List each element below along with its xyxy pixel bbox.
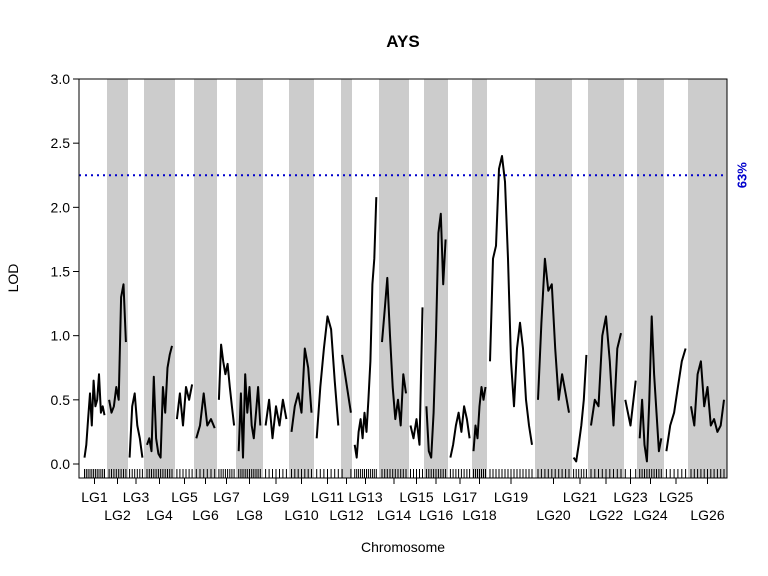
- x-tick-label-lg14: LG14: [377, 507, 411, 523]
- lod-curve-lg20: [537, 257, 570, 413]
- x-tick-label-lg7: LG7: [213, 489, 240, 505]
- lod-curve-lg4: [146, 345, 173, 459]
- lod-curve-lg14: [381, 276, 407, 427]
- lod-curve-lg18: [472, 386, 487, 452]
- band-lg14: [379, 79, 409, 478]
- lod-curve-lg5: [175, 384, 194, 427]
- x-tick-label-lg10: LG10: [284, 507, 318, 523]
- band-lg20: [535, 79, 572, 478]
- lod-curve-lg6: [195, 392, 216, 439]
- x-tick-label-lg6: LG6: [192, 507, 219, 523]
- y-tick-label: 2.0: [51, 199, 71, 215]
- x-tick-label-lg18: LG18: [462, 507, 496, 523]
- x-tick-label-lg23: LG23: [613, 489, 647, 505]
- x-tick-label-lg25: LG25: [659, 489, 693, 505]
- x-tick-label-lg2: LG2: [104, 507, 131, 523]
- band-lg4: [144, 79, 175, 478]
- lod-curve-lg26: [690, 360, 725, 433]
- band-lg2: [107, 79, 128, 478]
- lod-curve-lg15: [409, 307, 424, 446]
- y-tick-label: 0.0: [51, 456, 71, 472]
- x-tick-label-lg16: LG16: [419, 507, 453, 523]
- x-tick-label-lg24: LG24: [633, 507, 667, 523]
- marker-rug: [84, 469, 725, 478]
- lod-curve-lg8: [237, 373, 262, 459]
- lod-curve-lg23: [624, 380, 637, 427]
- y-tick-label: 3.0: [51, 71, 71, 87]
- y-tick-label: 1.0: [51, 328, 71, 344]
- x-tick-label-lg1: LG1: [81, 489, 108, 505]
- y-axis-title: LOD: [5, 264, 21, 293]
- y-tick-label: 2.5: [51, 135, 71, 151]
- band-lg6: [194, 79, 217, 478]
- x-tick-label-lg5: LG5: [171, 489, 198, 505]
- lod-curve-lg21: [572, 354, 588, 463]
- lod-curve-lg16: [425, 212, 447, 459]
- lod-curve-lg2: [108, 283, 127, 414]
- y-tick-label: 0.5: [51, 392, 71, 408]
- lod-curve-lg22: [590, 315, 622, 427]
- lod-curve-lg7: [217, 343, 236, 426]
- y-axis: 0.0 0.5 1.0 1.5 2.0 2.5 3.0: [51, 71, 80, 472]
- band-lg18: [472, 79, 487, 478]
- lod-curve-lg3: [128, 392, 144, 458]
- x-tick-label-lg4: LG4: [146, 507, 173, 523]
- lod-curve-lg12: [341, 354, 352, 413]
- x-tick-label-lg22: LG22: [589, 507, 623, 523]
- lod-curve-lg24: [638, 315, 663, 463]
- band-lg22: [588, 79, 624, 478]
- x-tick-label-lg3: LG3: [123, 489, 150, 505]
- x-tick-label-lg17: LG17: [443, 489, 477, 505]
- lod-curve-lg13: [353, 197, 378, 459]
- x-tick-label-lg12: LG12: [329, 507, 363, 523]
- lod-curve-lg25: [665, 348, 687, 452]
- x-tick-label-lg15: LG15: [399, 489, 433, 505]
- lod-curve-lg1: [83, 373, 106, 458]
- x-tick-label-lg20: LG20: [536, 507, 570, 523]
- x-tick-label-lg9: LG9: [263, 489, 290, 505]
- x-tick-label-lg13: LG13: [348, 489, 382, 505]
- threshold-label: 63%: [734, 162, 749, 188]
- lod-curve-lg11: [315, 315, 340, 439]
- band-lg12: [341, 79, 352, 478]
- x-tick-label-lg26: LG26: [690, 507, 724, 523]
- lod-curve-lg9: [264, 398, 288, 440]
- x-tick-label-lg21: LG21: [563, 489, 597, 505]
- lod-curve-lg19: [489, 155, 533, 445]
- lod-curves: [83, 155, 725, 463]
- x-tick-label-lg11: LG11: [311, 489, 344, 505]
- lod-curve-lg10: [290, 347, 313, 433]
- x-tick-label-lg8: LG8: [236, 507, 263, 523]
- lod-curve-lg17: [449, 405, 471, 458]
- x-axis-title: Chromosome: [361, 539, 445, 555]
- chart-title: AYS: [386, 32, 419, 51]
- x-tick-label-lg19: LG19: [494, 489, 528, 505]
- y-tick-label: 1.5: [51, 264, 71, 280]
